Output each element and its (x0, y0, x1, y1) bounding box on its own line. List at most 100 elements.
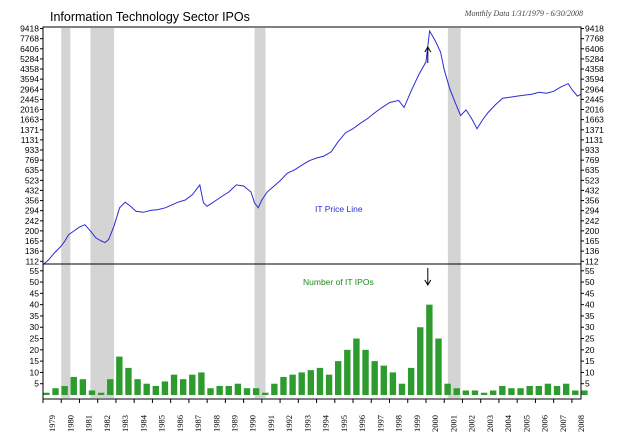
ipo-bar (262, 392, 269, 395)
year-tick-label: 1985 (157, 415, 167, 432)
ipo-bar (134, 379, 141, 395)
ipo-bar (161, 381, 169, 395)
ipo-tick-label: 50 (30, 277, 40, 287)
price-tick-label: 5284 (585, 54, 604, 64)
ipo-bar (97, 392, 105, 395)
year-tick-label: 2006 (540, 415, 550, 432)
year-tick-label: 2005 (521, 415, 531, 432)
price-tick-label: 3594 (585, 74, 604, 84)
ipo-tick-label: 35 (30, 311, 40, 321)
year-tick-label: 1989 (229, 415, 239, 432)
price-tick-label: 2964 (20, 84, 39, 94)
ipo-bar (271, 383, 278, 395)
ipo-bar (508, 388, 515, 395)
ipo-bar (316, 367, 324, 395)
price-tick-label: 1663 (20, 115, 39, 125)
ipo-bar (143, 383, 150, 395)
price-tick-label: 3594 (20, 74, 39, 84)
price-tick-label: 165 (25, 236, 39, 246)
ipo-bars (43, 304, 588, 395)
ipo-bar (526, 385, 533, 395)
ipo-bar (499, 385, 506, 395)
price-tick-label: 933 (25, 145, 39, 155)
year-tick-label: 1990 (248, 415, 258, 432)
ipo-bar (544, 383, 552, 395)
price-tick-label: 1663 (585, 115, 604, 125)
price-tick-label: 7768 (20, 34, 39, 44)
year-axis-ticks: 1979 1980 1981 1982 1983 1984 1985 1986 1987 1988… (42, 399, 586, 432)
ipo-tick-label: 30 (585, 322, 595, 332)
chart-title: Information Technology Sector IPOs (50, 10, 250, 24)
price-tick-label: 432 (25, 185, 39, 195)
ipo-bar (280, 376, 287, 395)
price-tick-label: 9418 (20, 24, 39, 34)
ipo-tick-label: 20 (30, 345, 40, 355)
ipo-bar (426, 304, 433, 395)
price-tick-label: 523 (25, 175, 39, 185)
price-tick-label: 933 (585, 145, 599, 155)
price-tick-label: 432 (585, 185, 599, 195)
ipo-bar (344, 349, 351, 395)
year-tick-label: 1995 (339, 415, 349, 432)
ipo-bar (207, 388, 214, 395)
ipo-bar (225, 385, 232, 395)
ipo-tick-label: 25 (30, 334, 40, 344)
ipo-bar (362, 349, 369, 395)
ipo-bar (435, 338, 442, 395)
price-tick-label: 112 (585, 256, 599, 266)
price-tick-label: 635 (25, 165, 39, 175)
ipo-tick-label: 5 (585, 379, 590, 389)
ipo-tick-label: 10 (30, 367, 40, 377)
year-tick-label: 1979 (47, 415, 57, 432)
price-tick-label: 1131 (21, 135, 40, 145)
price-peak-arrowhead (424, 46, 432, 53)
price-tick-label: 165 (585, 236, 599, 246)
year-tick-label: 1994 (321, 414, 331, 432)
ipo-bar (289, 374, 296, 395)
price-tick-label: 242 (585, 216, 599, 226)
price-tick-label: 5284 (20, 54, 39, 64)
year-tick-label: 1988 (211, 415, 221, 432)
price-tick-label: 136 (585, 246, 599, 256)
recession-bands (61, 28, 461, 398)
year-tick-label: 2008 (576, 415, 586, 432)
ipo-bar (179, 379, 187, 395)
recession-band (254, 28, 266, 398)
year-tick-label: 1992 (284, 415, 294, 432)
price-tick-label: 200 (585, 226, 599, 236)
year-tick-label: 2000 (430, 415, 440, 432)
year-tick-label: 1991 (266, 415, 276, 432)
price-tick-label: 136 (25, 246, 39, 256)
ipo-bar (398, 383, 406, 395)
price-tick-label: 1371 (585, 125, 604, 135)
price-tick-label: 200 (25, 226, 39, 236)
price-tick-label: 7768 (585, 34, 604, 44)
ipo-bar (407, 367, 415, 395)
year-tick-label: 1993 (302, 415, 312, 432)
ipo-peak-arrowhead (424, 279, 432, 286)
price-tick-label: 769 (585, 155, 599, 165)
ipo-bar (52, 388, 59, 395)
ipo-bar (325, 374, 333, 395)
ipo-tick-label: 40 (585, 300, 595, 310)
ipo-bar (234, 383, 242, 395)
year-tick-label: 1982 (102, 415, 112, 432)
year-tick-label: 2002 (467, 415, 477, 432)
ipo-bar (572, 390, 579, 395)
year-tick-label: 1980 (65, 415, 75, 432)
ipo-bar (380, 365, 387, 395)
ipo-bar (353, 338, 360, 395)
ipo-tick-label: 55 (585, 266, 595, 276)
ipo-bar (79, 379, 87, 395)
year-tick-label: 1986 (175, 415, 185, 432)
ipo-bar (252, 388, 260, 395)
price-tick-label: 2445 (585, 94, 604, 104)
ipo-bar (61, 385, 68, 395)
ipo-bar (471, 390, 479, 395)
year-tick-label: 2004 (503, 414, 513, 432)
ipo-bar (189, 374, 196, 395)
ipo-bar (389, 372, 397, 395)
price-tick-label: 2964 (585, 84, 604, 94)
